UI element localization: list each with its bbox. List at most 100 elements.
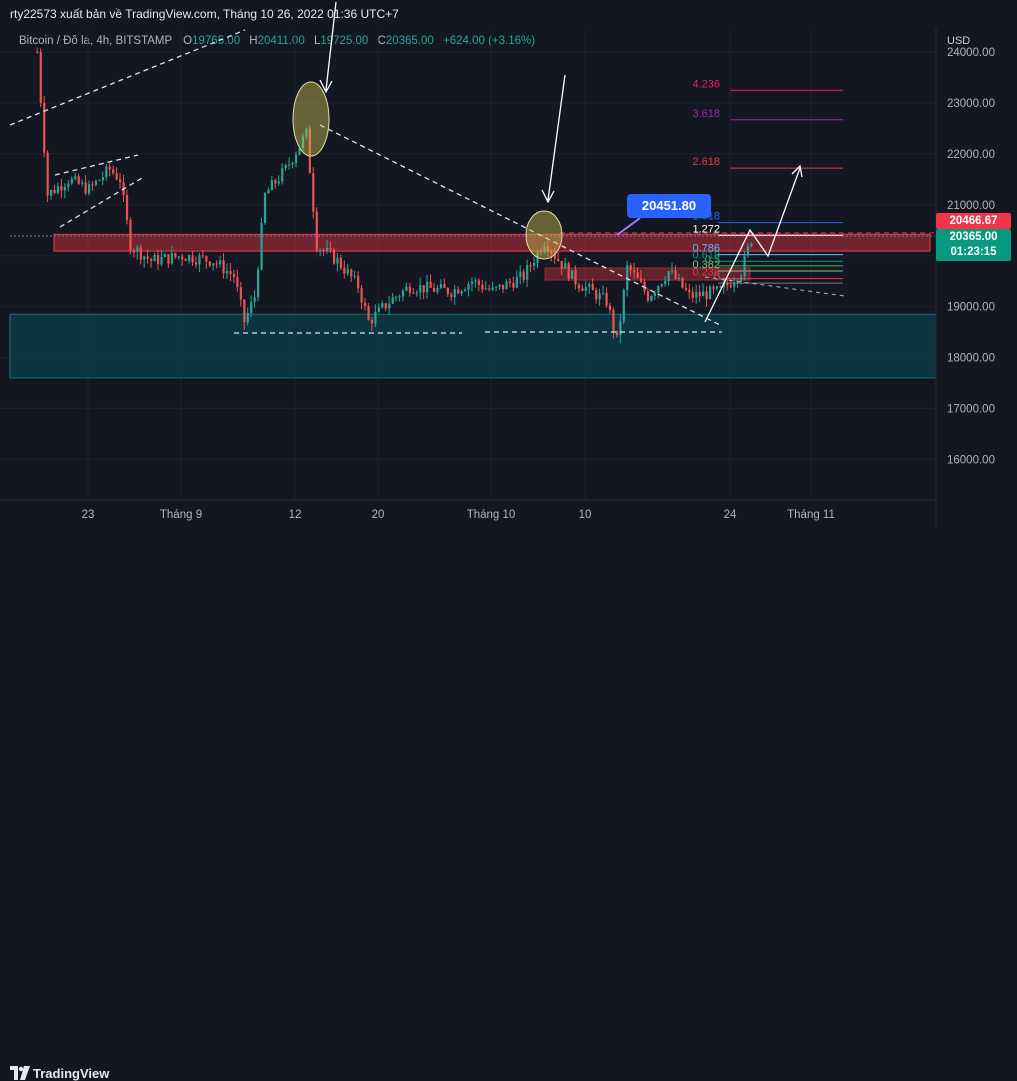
candle-body [346,269,349,274]
candle-body [474,280,477,282]
candle-body [153,254,156,262]
candle-body [350,269,353,277]
last-price-value: 20365.00 [949,231,998,243]
candle-body [564,263,567,269]
candle-body [384,303,387,309]
candle-body [212,263,215,266]
candle-body [570,269,574,279]
candle-body [450,294,453,298]
candle-body [36,52,39,54]
candle-body [746,246,750,256]
candle-body [457,289,460,294]
symbol-legend[interactable]: Bitcoin / Đô la, 4h, BITSTAMP O19765.00 … [19,35,535,47]
candle-body [726,283,729,286]
candle-body [664,280,667,285]
candle-body [481,284,484,290]
time-axis[interactable]: 23 Tháng 9 12 20 Tháng 10 10 24 Tháng 11 [0,499,936,521]
candle-body [163,254,167,257]
candle-body [405,286,408,291]
low-label: L [313,35,321,47]
candle-body [70,178,73,184]
arrow-down-sep [319,1,337,94]
candle-body [77,176,80,184]
candle-body [181,256,184,260]
candle-body [464,289,467,292]
candle-body [60,186,63,191]
fib-level-label: 0.382 [692,259,720,271]
support-zone[interactable] [9,313,937,379]
candle-body [691,292,694,298]
tradingview-logo-icon[interactable] [10,1066,30,1080]
candle-body [529,265,532,267]
candle-body [267,190,270,194]
candle-body [633,269,636,273]
candle-body [46,152,49,196]
candle-body [374,311,377,324]
fib-level-label: 0.618 [692,249,720,261]
candle-body [370,319,374,324]
candle-body [412,292,415,294]
symbol-name[interactable]: Bitcoin / Đô la, 4h, BITSTAMP [19,35,172,47]
candle-body [205,256,208,262]
x-tick-label: 20 [372,509,385,521]
candle-body [156,254,160,265]
y-tick-label: 18000.00 [947,353,995,365]
candle-body [377,307,380,312]
candle-body [729,285,732,287]
candle-body [301,136,305,148]
candle-body [87,184,91,194]
candle-body [671,270,674,272]
candle-body [708,286,712,299]
candle-body [160,256,163,265]
candle-body [108,166,111,170]
candle-body [639,278,643,283]
high-label: H [249,35,258,47]
bar-countdown: 01:23:15 [950,246,997,258]
candle-body [219,260,222,265]
candle-body [515,276,518,288]
price-axis[interactable]: 16000.0017000.0018000.0019000.0020000.00… [935,28,995,528]
price-chart[interactable]: 00.2360.3820.50.6180.7861.2721.6182.6183… [0,0,1017,528]
candle-body [488,288,491,290]
candle-body [329,247,332,250]
candle-body [622,289,625,322]
candle-body [646,291,650,301]
candle-body [539,251,543,253]
fib-level-label: 0.236 [692,267,720,279]
candle-body [715,286,719,289]
candle-body [653,292,656,296]
candle-body [194,262,198,265]
candle-body [560,261,563,269]
resistance-zone-small[interactable] [544,267,751,281]
brand-name[interactable]: TradingView [33,1066,110,1081]
resistance-zone[interactable] [53,233,931,252]
candle-body [270,180,274,191]
candle-body [53,189,56,194]
candle-body [298,147,301,155]
fib-extension[interactable]: 00.2360.3820.50.6180.7861.2721.6182.6183… [692,78,843,284]
highlight-ellipse-sep [292,81,330,157]
candle-body [357,275,360,289]
candle-body [684,287,688,290]
candle-body [225,270,229,274]
price-callout[interactable]: 20451.80 [627,194,711,218]
candle-body [339,257,343,268]
currency-label[interactable]: USD [947,35,971,47]
trend-line-top [9,29,246,126]
candle-body [712,286,715,289]
candle-body [674,270,677,280]
candle-body [188,255,191,262]
candle-body [274,180,277,184]
candle-body [508,281,512,283]
last-price-tag: 20365.00 01:23:15 [936,229,1011,261]
candle-body [602,292,605,294]
candle-body [733,282,736,287]
candle-body [74,176,77,179]
candle-body [56,186,60,194]
descending-trend-line [319,124,721,326]
candle-body [419,285,422,293]
candle-body [174,253,177,257]
candle-body [246,312,249,323]
drawings[interactable] [9,1,935,334]
candle-body [567,263,570,279]
